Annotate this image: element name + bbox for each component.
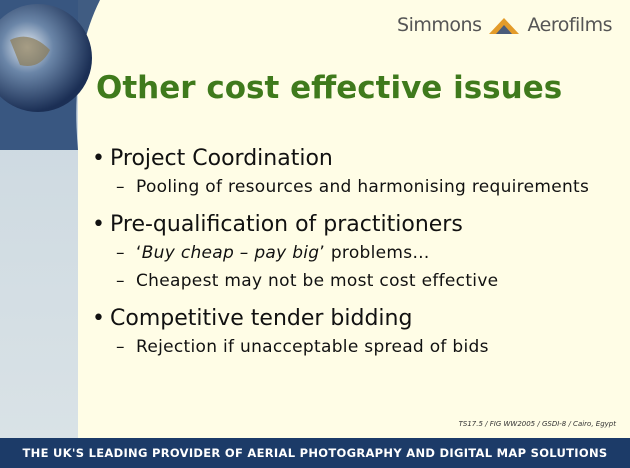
- bullet: Pre-qualification of practitioners: [92, 212, 612, 237]
- brand: Simmons Aerofilms: [397, 14, 612, 36]
- sub-bullet-text: Cheapest may not be most cost effective: [136, 271, 498, 291]
- sub-bullet: Rejection if unacceptable spread of bids: [92, 337, 612, 358]
- sub-bullet: Pooling of resources and harmonising req…: [92, 177, 612, 198]
- sub-bullet-text: Buy cheap – pay big: [142, 243, 320, 263]
- bullet: Project Coordination: [92, 146, 612, 171]
- brand-text: Aerofilms: [527, 14, 612, 36]
- logo: [487, 14, 521, 36]
- footer-bar: THE UK'S LEADING PROVIDER OF AERIAL PHOT…: [0, 438, 630, 468]
- sub-bullet-text: Rejection if unacceptable spread of bids: [136, 337, 489, 357]
- reference: TS17.5 / FIG WW2005 / GSDI-8 / Cairo, Eg…: [459, 420, 616, 428]
- sub-bullet: Cheapest may not be most cost effective: [92, 271, 612, 292]
- slide: Simmons Aerofilms Other cost effective i…: [0, 0, 630, 468]
- bullet: Competitive tender bidding: [92, 306, 612, 331]
- bullet-list: Project Coordination Pooling of resources…: [92, 146, 612, 358]
- brand-text: Simmons: [397, 14, 481, 36]
- slide-title: Other cost effective issues: [96, 70, 562, 106]
- sub-bullet-text: Pooling of resources and harmonising req…: [136, 177, 589, 197]
- sub-bullet-text: ’ problems…: [319, 243, 429, 263]
- globe-decoration: [0, 0, 110, 160]
- sub-bullet: ‘Buy cheap – pay big’ problems…: [92, 243, 612, 264]
